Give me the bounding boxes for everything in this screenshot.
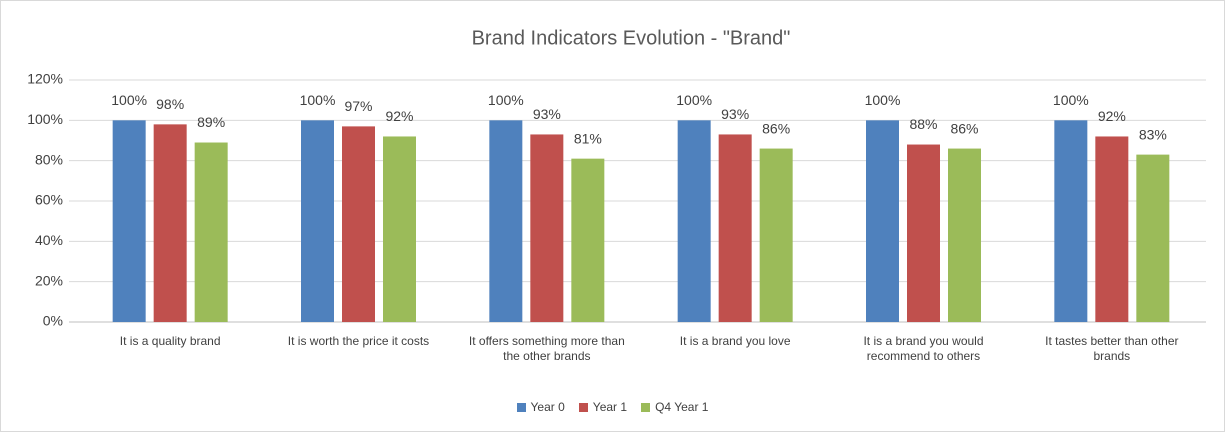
legend: Year 0 Year 1 Q4 Year 1	[1, 400, 1224, 414]
bar	[907, 144, 940, 322]
bar	[489, 120, 523, 322]
bar	[301, 120, 334, 322]
legend-item: Year 1	[578, 400, 628, 414]
data-label: 100%	[865, 92, 901, 108]
bar	[342, 126, 375, 322]
data-label: 93%	[533, 106, 561, 122]
x-tick-label: It is a brand you love	[679, 334, 791, 348]
legend-item: Q4 Year 1	[641, 400, 708, 414]
data-label: 97%	[344, 98, 372, 114]
bar	[1095, 136, 1129, 322]
bar	[759, 148, 793, 322]
y-tick-label: 0%	[43, 313, 63, 329]
x-tick-label: It is a quality brand	[119, 334, 221, 348]
x-tick-label: It tastes better than other brands	[1045, 334, 1179, 363]
data-label: 100%	[676, 92, 712, 108]
x-tick-label: It offers something more than the other …	[468, 334, 625, 363]
legend-item: Year 0	[516, 400, 565, 414]
data-label: 86%	[762, 120, 790, 136]
legend-swatch	[516, 402, 526, 412]
bar	[194, 142, 228, 322]
legend-swatch	[641, 402, 651, 412]
legend-swatch	[578, 402, 588, 412]
x-tick-label: It is a brand you would recommend to oth…	[863, 334, 984, 363]
data-label: 83%	[1139, 126, 1167, 142]
bar	[571, 158, 605, 322]
data-label: 100%	[488, 92, 524, 108]
y-tick-label: 40%	[35, 232, 63, 248]
x-tick-label: It is worth the price it costs	[287, 334, 430, 348]
bar	[383, 136, 416, 322]
data-label: 86%	[950, 120, 978, 136]
chart-title: Brand Indicators Evolution - "Brand"	[472, 27, 791, 49]
bar	[530, 134, 564, 322]
legend-label: Year 0	[530, 400, 565, 414]
y-tick-label: 60%	[35, 192, 63, 208]
data-label: 100%	[300, 92, 336, 108]
data-label: 100%	[1053, 92, 1089, 108]
legend-label: Year 1	[592, 400, 628, 414]
y-tick-label: 100%	[27, 111, 63, 127]
bar	[1054, 120, 1088, 322]
data-label: 100%	[111, 92, 147, 108]
data-label: 89%	[197, 114, 225, 130]
data-label: 92%	[1098, 108, 1126, 124]
bar	[112, 120, 146, 322]
bar	[948, 148, 981, 322]
data-label: 81%	[574, 130, 602, 146]
y-tick-label: 120%	[27, 71, 63, 87]
y-tick-label: 80%	[35, 151, 63, 167]
bar	[718, 134, 752, 322]
bar	[677, 120, 711, 322]
y-tick-label: 20%	[35, 272, 63, 288]
data-label: 93%	[721, 106, 749, 122]
legend-label: Q4 Year 1	[655, 400, 709, 414]
data-label: 88%	[909, 116, 937, 132]
data-label: 98%	[156, 96, 184, 112]
bar	[153, 124, 187, 322]
data-label: 92%	[385, 108, 413, 124]
bar	[866, 120, 899, 322]
bar	[1136, 154, 1170, 322]
